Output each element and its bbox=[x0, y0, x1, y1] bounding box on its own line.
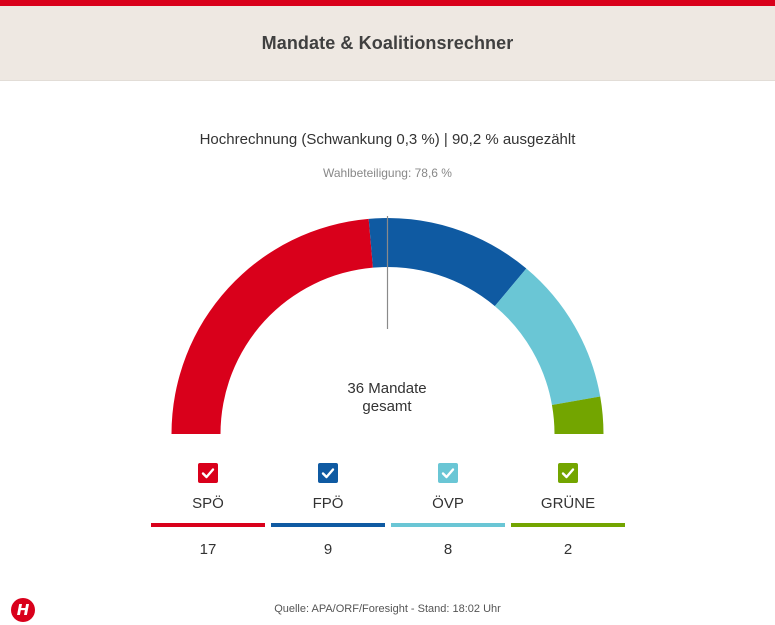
party-name-spoe: SPÖ bbox=[192, 495, 224, 512]
legend-item-fpoe: FPÖ 9 bbox=[271, 462, 385, 558]
party-seats-gruene: 2 bbox=[563, 541, 573, 558]
brand-logo-letter: H bbox=[16, 601, 30, 619]
party-name-gruene: GRÜNE bbox=[540, 495, 596, 512]
arc-segment-oevp bbox=[494, 268, 601, 406]
legend-item-gruene: GRÜNE 2 bbox=[511, 462, 625, 558]
checkbox-fpoe[interactable] bbox=[318, 463, 338, 483]
total-seats-value: 36 Mandate bbox=[347, 380, 427, 397]
total-seats-label: 36 Mandate gesamt bbox=[287, 380, 487, 416]
checkbox-gruene[interactable] bbox=[558, 463, 578, 483]
party-color-line-oevp bbox=[391, 523, 505, 527]
check-icon bbox=[201, 468, 215, 479]
header: Mandate & Koalitionsrechner bbox=[0, 6, 775, 81]
arc-segment-fpoe bbox=[368, 218, 527, 307]
party-name-oevp: ÖVP bbox=[432, 495, 464, 512]
projection-subtitle: Hochrechnung (Schwankung 0,3 %) | 90,2 %… bbox=[199, 131, 576, 148]
total-seats-caption: gesamt bbox=[362, 398, 412, 415]
arc-segment-spoe bbox=[171, 218, 373, 434]
legend-item-spoe: SPÖ 17 bbox=[151, 462, 265, 558]
party-seats-oevp: 8 bbox=[443, 541, 453, 558]
check-icon bbox=[561, 468, 575, 479]
party-seats-fpoe: 9 bbox=[323, 541, 333, 558]
turnout-label: Wahlbeteiligung: 78,6 % bbox=[323, 166, 452, 180]
arc-segment-gruene bbox=[551, 396, 604, 434]
checkbox-oevp[interactable] bbox=[438, 463, 458, 483]
party-color-line-fpoe bbox=[271, 523, 385, 527]
check-icon bbox=[441, 468, 455, 479]
checkbox-spoe[interactable] bbox=[198, 463, 218, 483]
page-title: Mandate & Koalitionsrechner bbox=[261, 32, 514, 53]
seat-arc-chart bbox=[171, 216, 604, 434]
party-color-line-spoe bbox=[151, 523, 265, 527]
party-name-fpoe: FPÖ bbox=[312, 495, 344, 512]
brand-top-bar bbox=[0, 0, 775, 6]
party-color-line-gruene bbox=[511, 523, 625, 527]
source-footer: Quelle: APA/ORF/Foresight - Stand: 18:02… bbox=[274, 603, 501, 615]
party-seats-spoe: 17 bbox=[199, 541, 217, 558]
legend-item-oevp: ÖVP 8 bbox=[391, 462, 505, 558]
brand-logo-icon: H bbox=[11, 598, 35, 622]
check-icon bbox=[321, 468, 335, 479]
